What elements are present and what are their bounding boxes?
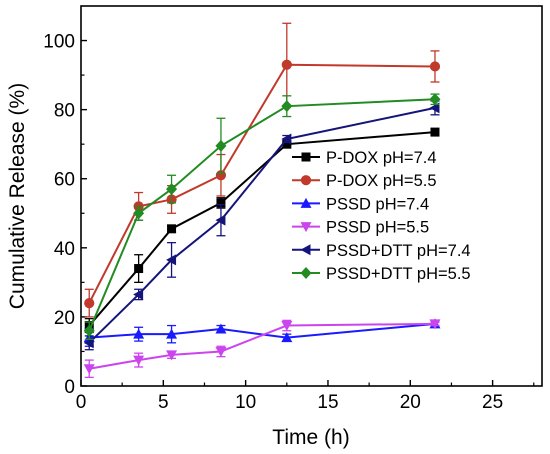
legend-label: PSSD pH=5.5 xyxy=(326,219,429,237)
legend-item: PSSD pH=5.5 xyxy=(292,219,429,237)
series-3 xyxy=(83,318,441,347)
plot-frame xyxy=(80,5,543,387)
series-line xyxy=(88,131,436,327)
legend-item: P-DOX pH=7.4 xyxy=(292,149,437,167)
legend-label: P-DOX pH=5.5 xyxy=(326,172,437,190)
data-point xyxy=(83,364,95,375)
legend-marker xyxy=(300,244,311,256)
data-point xyxy=(134,264,144,274)
series-line xyxy=(89,322,436,339)
data-point xyxy=(167,224,177,234)
legend-item: P-DOX pH=5.5 xyxy=(292,172,437,190)
x-tick-label: 25 xyxy=(482,392,503,413)
legend-label: PSSD pH=7.4 xyxy=(326,195,429,213)
series-4 xyxy=(83,319,441,379)
data-point xyxy=(133,328,145,339)
data-point xyxy=(215,214,226,226)
data-point xyxy=(281,332,293,343)
x-axis-title: Time (h) xyxy=(272,426,349,449)
data-point xyxy=(281,100,293,113)
legend-label: P-DOX pH=7.4 xyxy=(326,149,437,167)
legend-marker xyxy=(300,175,312,186)
y-tick-label: 80 xyxy=(54,101,75,122)
legend-marker xyxy=(300,267,312,279)
data-point xyxy=(429,102,440,114)
data-point xyxy=(215,139,227,152)
data-point xyxy=(215,323,227,334)
data-point xyxy=(133,355,145,366)
y-tick-label: 20 xyxy=(54,308,75,329)
data-point xyxy=(215,346,227,357)
legend-item: PSSD+DTT pH=5.5 xyxy=(292,265,471,283)
legend-marker xyxy=(300,222,312,233)
x-tick-label: 15 xyxy=(317,392,338,413)
x-tick-label: 10 xyxy=(235,392,256,413)
y-tick-label: 40 xyxy=(54,239,75,260)
data-point xyxy=(84,297,95,309)
data-point xyxy=(281,133,292,145)
data-point xyxy=(429,61,441,72)
data-point xyxy=(83,324,95,337)
series-line xyxy=(89,322,435,370)
x-tick-label: 0 xyxy=(76,392,87,413)
y-tick-label: 100 xyxy=(43,32,75,53)
data-point xyxy=(429,93,441,106)
y-axis-title: Cumulative Release (%) xyxy=(6,83,29,309)
legend-item: PSSD pH=7.4 xyxy=(292,195,429,213)
series-6 xyxy=(83,93,441,341)
x-tick-label: 5 xyxy=(158,392,169,413)
y-tick-label: 0 xyxy=(64,377,75,398)
data-point xyxy=(133,207,145,220)
data-point xyxy=(281,59,292,70)
data-point xyxy=(166,183,178,196)
data-point xyxy=(430,127,440,137)
legend: P-DOX pH=7.4 P-DOX pH=5.5 PSSD pH=7.4 PSSD … xyxy=(292,149,471,283)
legend-marker xyxy=(300,197,312,208)
series-line xyxy=(88,106,436,344)
series-line xyxy=(88,98,436,332)
y-tick-label: 60 xyxy=(54,170,75,191)
x-tick-label: 20 xyxy=(400,392,421,413)
data-point xyxy=(281,321,293,332)
data-point xyxy=(282,139,292,149)
legend-item: PSSD+DTT pH=7.4 xyxy=(292,242,471,260)
legend-label: PSSD+DTT pH=5.5 xyxy=(326,265,471,283)
axis-ticks: 0 5 10 15 20 25 0 20 40 60 80 100 xyxy=(43,32,535,413)
data-point xyxy=(166,254,177,266)
series-layer xyxy=(83,22,441,379)
data-point xyxy=(216,198,226,208)
data-point xyxy=(429,319,441,330)
data-point xyxy=(166,350,178,361)
data-point xyxy=(83,337,94,349)
series-line xyxy=(88,63,435,304)
legend-label: PSSD+DTT pH=7.4 xyxy=(326,242,471,260)
data-point xyxy=(215,170,227,181)
legend-marker xyxy=(301,152,311,162)
data-point xyxy=(133,288,144,300)
data-point xyxy=(166,328,178,339)
